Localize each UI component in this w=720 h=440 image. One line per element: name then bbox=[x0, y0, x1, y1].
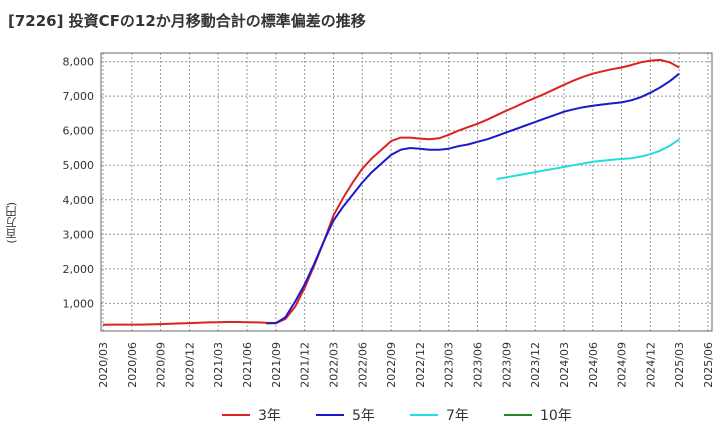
legend-label: 10年 bbox=[540, 408, 572, 424]
x-tick-label: 2023/06 bbox=[472, 342, 485, 388]
chart-title: [7226] 投資CFの12か月移動合計の標準偏差の推移 bbox=[8, 12, 366, 30]
x-tick-label: 2021/03 bbox=[212, 342, 225, 388]
series-line-7年 bbox=[496, 138, 680, 180]
x-tick-label: 2025/06 bbox=[702, 342, 715, 388]
x-tick-label: 2022/12 bbox=[414, 342, 427, 388]
legend-label: 7年 bbox=[446, 408, 469, 424]
y-tick-label: 1,000 bbox=[63, 297, 95, 310]
y-tick-label: 6,000 bbox=[63, 125, 95, 138]
x-tick-label: 2024/09 bbox=[616, 342, 629, 388]
y-tick-label: 5,000 bbox=[63, 159, 95, 172]
x-tick-label: 2021/12 bbox=[299, 342, 312, 388]
legend: 3年 5年 7年 10年 bbox=[0, 404, 720, 426]
x-tick-label: 2022/06 bbox=[356, 342, 369, 388]
x-tick-label: 2020/12 bbox=[183, 342, 196, 388]
legend-swatch bbox=[410, 414, 438, 416]
legend-label: 5年 bbox=[352, 408, 375, 424]
y-tick-labels: 1,000 2,000 3,000 4,000 5,000 6,000 7,000 8,000 bbox=[63, 56, 95, 311]
x-tick-label: 2021/06 bbox=[241, 342, 254, 388]
x-tick-label: 2024/12 bbox=[644, 342, 657, 388]
x-tick-label: 2023/03 bbox=[443, 342, 456, 388]
legend-label: 3年 bbox=[258, 408, 281, 424]
x-tick-label: 2021/09 bbox=[270, 342, 283, 388]
x-tick-label: 2025/03 bbox=[673, 342, 686, 388]
legend-item: 7年 bbox=[410, 404, 469, 426]
x-tick-label: 2022/03 bbox=[327, 342, 340, 388]
legend-swatch bbox=[504, 414, 532, 416]
legend-swatch bbox=[316, 414, 344, 416]
y-tick-label: 2,000 bbox=[63, 263, 95, 276]
x-tick-label: 2020/09 bbox=[155, 342, 168, 388]
x-tick-label: 2020/03 bbox=[97, 342, 110, 388]
y-tick-label: 3,000 bbox=[63, 228, 95, 241]
series-line-5年 bbox=[266, 72, 680, 325]
legend-item: 3年 bbox=[222, 404, 281, 426]
legend-swatch bbox=[222, 414, 250, 416]
y-tick-label: 4,000 bbox=[63, 194, 95, 207]
legend-item: 10年 bbox=[504, 404, 572, 426]
x-tick-label: 2020/06 bbox=[126, 342, 139, 388]
legend-item: 5年 bbox=[316, 404, 375, 426]
x-tick-label: 2023/12 bbox=[529, 342, 542, 388]
y-tick-label: 7,000 bbox=[63, 90, 95, 103]
grid-lines bbox=[101, 53, 712, 331]
series-line-3年 bbox=[102, 58, 680, 326]
x-tick-labels: 2020/03 2020/06 2020/09 2020/12 2021/03 2021/… bbox=[97, 342, 715, 388]
plot-frame bbox=[100, 52, 713, 332]
y-tick-label: 8,000 bbox=[63, 56, 95, 69]
x-tick-label: 2024/03 bbox=[558, 342, 571, 388]
x-tick-label: 2022/09 bbox=[385, 342, 398, 388]
x-tick-label: 2024/06 bbox=[587, 342, 600, 388]
series-lines bbox=[102, 58, 680, 326]
x-tick-label: 2023/09 bbox=[500, 342, 513, 388]
